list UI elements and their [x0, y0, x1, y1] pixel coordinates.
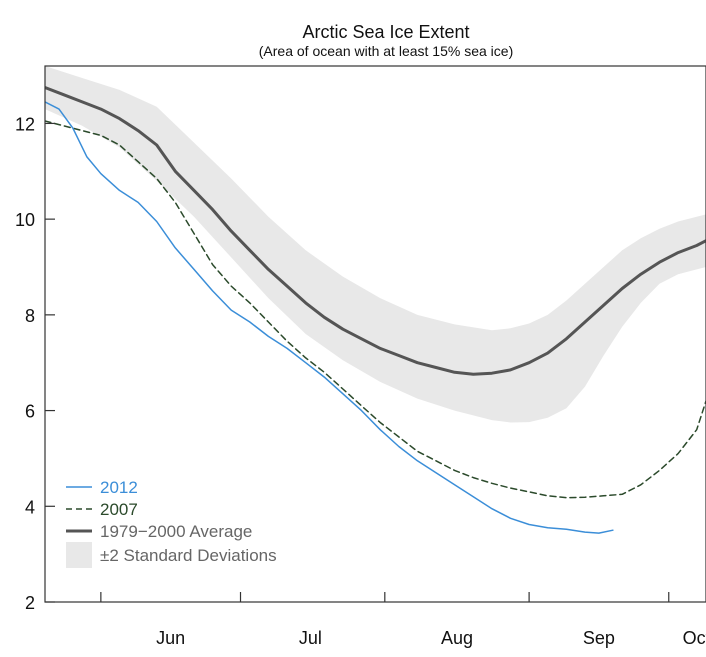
y-tick-label-10: 10 [15, 210, 35, 230]
axes: 2 4 6 8 10 12 Jun Jul Aug Sep Oct [15, 114, 706, 648]
x-tick-label-jun: Jun [156, 628, 185, 648]
plot-area [45, 66, 706, 534]
plot-frame [44, 65, 706, 603]
x-tick-label-sep: Sep [583, 628, 615, 648]
legend-label-std-band: ±2 Standard Deviations [100, 546, 277, 565]
x-tick-label-jul: Jul [299, 628, 322, 648]
legend: 2012 2007 1979−2000 Average ±2 Standard … [66, 478, 277, 568]
x-tick-label-oct: Oct [683, 628, 706, 648]
chart-subtitle: (Area of ocean with at least 15% sea ice… [259, 43, 513, 59]
y-tick-label-2: 2 [25, 593, 35, 613]
series-average-line [45, 86, 706, 376]
series-2012-line [45, 101, 614, 534]
chart-title: Arctic Sea Ice Extent [302, 22, 469, 42]
std-band-area [45, 66, 706, 423]
x-tick-label-aug: Aug [441, 628, 473, 648]
y-tick-label-6: 6 [25, 402, 35, 422]
legend-label-2012: 2012 [100, 478, 138, 497]
legend-label-2007: 2007 [100, 500, 138, 519]
series-2007-line [45, 120, 706, 499]
y-tick-label-12: 12 [15, 114, 35, 134]
legend-swatch-std-band [66, 542, 92, 568]
y-tick-label-8: 8 [25, 306, 35, 326]
legend-label-average: 1979−2000 Average [100, 522, 252, 541]
y-tick-label-4: 4 [25, 497, 35, 517]
